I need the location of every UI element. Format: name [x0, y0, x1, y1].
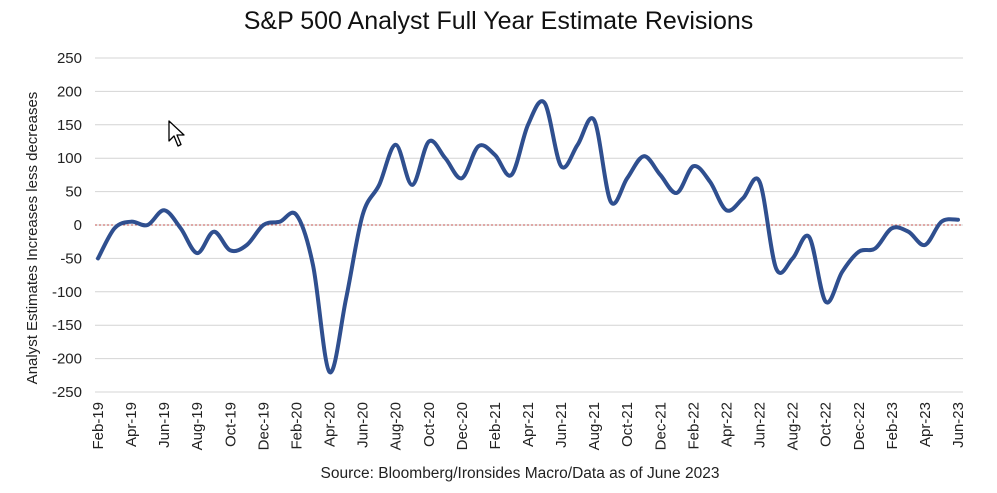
x-tick-label: Apr-22 [718, 402, 735, 447]
y-tick-label: -150 [52, 317, 82, 334]
y-tick-label: 200 [57, 83, 82, 100]
x-tick-label: Aug-19 [189, 402, 206, 450]
x-tick-label: Feb-20 [288, 402, 305, 450]
x-tick-label: Oct-21 [619, 402, 636, 447]
x-tick-label: Feb-23 [884, 402, 901, 450]
x-tick-label: Dec-22 [851, 402, 868, 450]
y-tick-label: -100 [52, 284, 82, 301]
x-tick-label: Dec-19 [255, 402, 272, 450]
y-tick-label: 50 [65, 184, 82, 201]
x-tick-label: Jun-20 [355, 402, 372, 448]
x-tick-label: Jun-22 [752, 402, 769, 448]
x-tick-label: Feb-21 [487, 402, 504, 450]
x-tick-label: Dec-21 [652, 402, 669, 450]
x-tick-label: Aug-22 [785, 402, 802, 450]
x-tick-label: Apr-19 [123, 402, 140, 447]
y-tick-label: 250 [57, 50, 82, 67]
x-axis-ticks: Feb-19 Apr-19 Jun-19 Aug-19 Oct-19 Dec-19 Feb-… [90, 402, 967, 450]
x-tick-label: Apr-23 [917, 402, 934, 447]
source-note: Source: Bloomberg/Ironsides Macro/Data a… [320, 465, 720, 482]
x-tick-label: Jun-19 [156, 402, 173, 448]
mouse-pointer-icon [168, 120, 185, 147]
y-tick-label: 100 [57, 150, 82, 167]
y-tick-label: -200 [52, 351, 82, 368]
x-tick-label: Oct-19 [222, 402, 239, 447]
series-line [96, 99, 960, 375]
x-tick-label: Oct-22 [818, 402, 835, 447]
x-tick-label: Dec-20 [454, 402, 471, 450]
x-tick-label: Aug-21 [586, 402, 603, 450]
chart-title: S&P 500 Analyst Full Year Estimate Revis… [243, 7, 754, 35]
y-tick-label: -250 [52, 384, 82, 401]
x-tick-label: Feb-19 [90, 402, 107, 450]
x-tick-label: Oct-20 [421, 402, 438, 447]
y-tick-label: 150 [57, 117, 82, 134]
x-tick-label: Apr-21 [520, 402, 537, 447]
x-tick-label: Feb-22 [685, 402, 702, 450]
x-tick-label: Aug-20 [388, 402, 405, 450]
x-tick-label: Apr-20 [322, 402, 339, 447]
x-tick-label: Jun-21 [553, 402, 570, 448]
x-tick-label: Jun-23 [950, 402, 967, 448]
y-axis-ticks: 250 200 150 100 50 0 -50 -100 -150 -200 -250 [52, 50, 82, 401]
y-tick-label: 0 [74, 217, 82, 234]
y-axis-label: Analyst Estimates Increases less decreas… [24, 92, 41, 385]
y-tick-label: -50 [60, 250, 82, 267]
